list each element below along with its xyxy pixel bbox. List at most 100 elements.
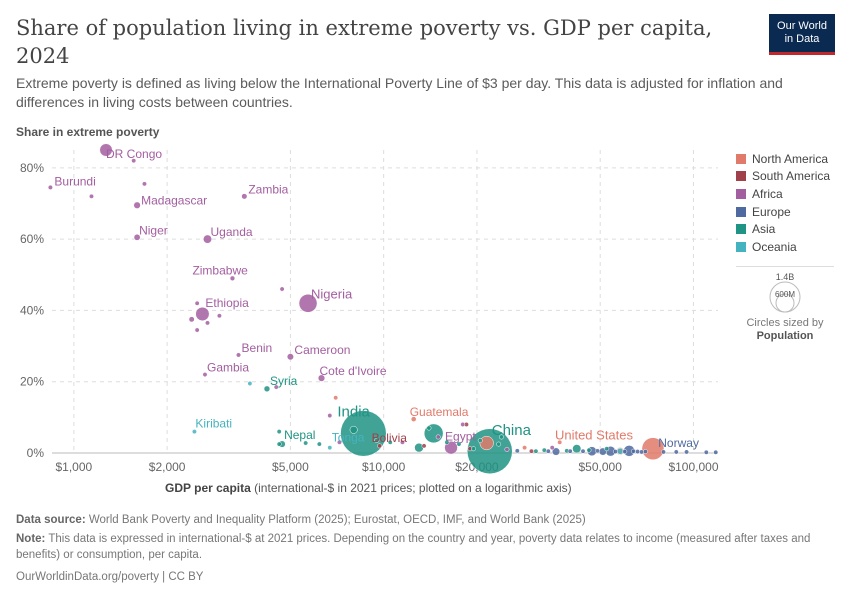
data-point: [541, 447, 547, 453]
point-label: DR Congo: [106, 147, 162, 161]
x-tick-label: $2,000: [149, 460, 186, 474]
data-point: [333, 395, 339, 401]
data-point: [641, 437, 665, 461]
legend-swatch: [736, 188, 746, 199]
data-point: [673, 449, 679, 455]
point-label: Zimbabwe: [192, 263, 248, 277]
data-point: [247, 381, 253, 386]
owid-logo[interactable]: Our World in Data: [769, 14, 835, 55]
legend-item-north-america[interactable]: North America: [736, 150, 830, 168]
legend-label: Africa: [752, 186, 783, 201]
data-point: [236, 352, 242, 358]
data-point: [89, 193, 94, 199]
data-point: [263, 385, 271, 393]
data-point: [194, 327, 200, 333]
legend-swatch: [736, 171, 746, 182]
data-source-label: Data source:: [16, 514, 86, 526]
data-point: [479, 435, 494, 451]
legend-item-asia[interactable]: Asia: [736, 220, 830, 238]
data-point: [684, 449, 690, 455]
y-tick-label: 40%: [20, 303, 44, 317]
data-point: [622, 449, 628, 455]
data-point: [522, 445, 528, 451]
point-label: Gambia: [207, 361, 249, 375]
data-point: [203, 234, 212, 244]
point-label: Guatemala: [410, 405, 469, 419]
y-tick-label: 80%: [20, 161, 44, 175]
legend-swatch: [736, 206, 746, 217]
point-label: Nepal: [284, 428, 315, 442]
point-label: United States: [555, 428, 634, 443]
point-label: China: [492, 422, 532, 439]
legend-label: Oceania: [752, 239, 797, 254]
data-point: [188, 316, 195, 323]
data-point: [496, 441, 502, 447]
credit-link[interactable]: OurWorldinData.org/poverty | CC BY: [16, 571, 204, 583]
legend-item-europe[interactable]: Europe: [736, 203, 830, 221]
point-label: Niger: [139, 223, 168, 237]
size-legend: 1.4B 600M Circles sized by Population: [736, 266, 834, 343]
data-point: [142, 181, 147, 187]
data-point: [131, 158, 137, 164]
logo-line2: in Data: [784, 33, 820, 45]
data-point: [639, 449, 645, 455]
legend-item-south-america[interactable]: South America: [736, 168, 830, 186]
data-point: [595, 448, 600, 454]
data-point: [616, 447, 625, 456]
data-point: [133, 233, 141, 241]
data-point: [194, 300, 200, 306]
note-text: This data is expressed in international-…: [16, 533, 811, 561]
data-point: [545, 448, 551, 454]
size-legend-caption-bold: Population: [756, 330, 814, 342]
point-label: Nigeria: [311, 286, 353, 301]
legend-item-africa[interactable]: Africa: [736, 185, 830, 203]
chart-title: Share of population living in extreme po…: [16, 16, 713, 68]
legend-label: Asia: [752, 222, 776, 237]
y-tick-label: 0%: [27, 446, 45, 460]
data-point: [514, 448, 520, 454]
data-point: [423, 423, 444, 444]
data-point: [586, 447, 592, 453]
data-point: [471, 446, 476, 452]
data-point: [499, 434, 504, 440]
x-tick-label: $50,000: [579, 460, 623, 474]
point-label: Ethiopia: [205, 296, 249, 310]
point-label: Norway: [658, 436, 699, 450]
data-point: [660, 449, 666, 455]
data-point: [426, 425, 432, 431]
data-point: [533, 448, 539, 454]
x-tick-label: $20,000: [455, 460, 499, 474]
y-tick-label: 20%: [20, 375, 44, 389]
point-label: Zambia: [248, 182, 288, 196]
data-point: [456, 441, 462, 447]
legend-swatch: [736, 241, 746, 252]
chart-subtitle: Extreme poverty is defined as living bel…: [16, 75, 783, 110]
data-point: [713, 449, 719, 455]
data-point: [414, 442, 424, 453]
size-legend-circles: 1.4B 600M: [769, 272, 801, 313]
y-axis-title: Share in extreme poverty: [16, 125, 160, 139]
point-label: Burundi: [54, 174, 95, 188]
data-point: [317, 374, 326, 382]
x-tick-label: $100,000: [668, 460, 718, 474]
point-label: Kiribati: [195, 417, 232, 431]
data-point: [467, 446, 473, 452]
data-point: [202, 372, 208, 378]
point-label: Egypt: [445, 430, 476, 444]
data-point: [377, 443, 383, 449]
data-point: [273, 384, 279, 390]
data-point: [327, 413, 333, 419]
data-point: [703, 449, 709, 455]
data-point: [444, 439, 450, 445]
data-point: [410, 416, 417, 422]
data-source-text: World Bank Poverty and Inequality Platfo…: [85, 514, 586, 526]
legend-item-oceania[interactable]: Oceania: [736, 238, 830, 256]
data-point: [551, 447, 561, 456]
data-point: [349, 425, 358, 434]
data-point: [279, 286, 285, 292]
data-point: [316, 441, 322, 447]
point-label: Uganda: [211, 225, 253, 239]
data-point: [421, 443, 427, 449]
logo-line1: Our World: [777, 20, 827, 32]
data-point: [616, 447, 624, 455]
